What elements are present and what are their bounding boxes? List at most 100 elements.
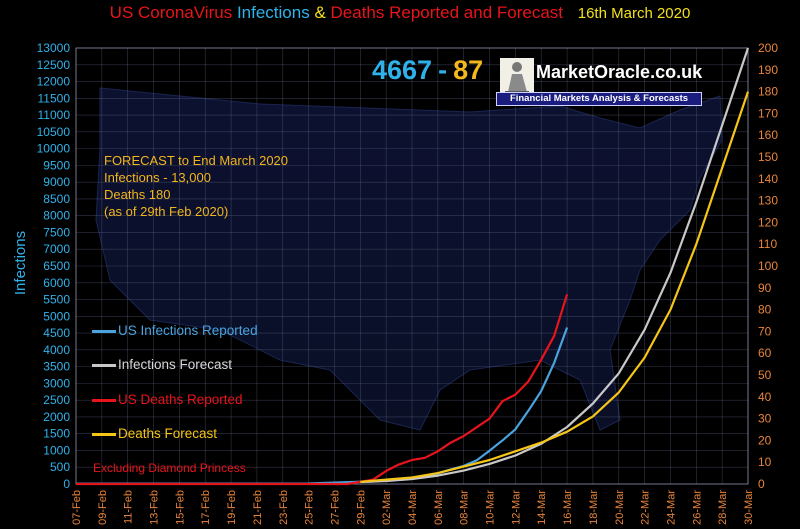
infections-count: 4667 [372,55,433,85]
y-tick-label: 13000 [37,41,71,55]
grid-lines [75,47,749,485]
title-infections: Infections [236,3,310,22]
case-counter: 4667-87 [372,55,483,86]
x-tick-label: 28-Mar [717,490,729,525]
y-tick-label: 5000 [43,309,70,323]
x-tick-label: 24-Mar [665,490,677,525]
y-tick-label: 8500 [43,192,70,206]
chart-title: US CoronaVirus Infections & Deaths Repor… [0,3,800,23]
y2-tick-label: 60 [758,346,772,360]
us-map-silhouette [95,87,723,431]
y-tick-label: 12000 [37,75,71,89]
forecast-line3: Deaths 180 [104,187,171,202]
x-tick-label: 11-Feb [123,490,135,524]
y-tick-label: 2500 [43,393,70,407]
left-axis: 0 500 1000 1500 2000 2500 3000 3500 4000 4500 5000… [37,41,71,491]
title-ampersand: & [314,3,326,22]
y-tick-label: 3000 [43,376,70,390]
y-tick-label: 0 [63,477,70,491]
legend-label: US Infections Reported [118,323,258,338]
plot-border [75,47,749,485]
forecast-box: FORECAST to End March 2020 Infections - … [104,152,288,220]
title-deaths: Deaths [330,3,385,22]
legend-item-deaths-forecast: Deaths Forecast [92,426,217,441]
y2-tick-label: 10 [758,455,772,469]
brand-name: MarketOracle.co.uk [536,62,703,82]
x-tick-label: 16-Mar [562,490,574,525]
y-tick-label: 4000 [43,343,70,357]
x-tick-label: 02-Mar [381,490,393,525]
y2-tick-label: 120 [758,215,778,229]
x-tick-label: 27-Feb [329,490,341,525]
forecast-line4: (as of 29th Feb 2020) [104,204,229,219]
y-tick-label: 6000 [43,276,70,290]
brand-tagline: Financial Markets Analysis & Forecasts [496,92,702,106]
y-tick-label: 9000 [43,175,70,189]
x-tick-label: 04-Mar [407,490,419,525]
x-tick-label: 15-Feb [174,490,186,525]
legend-item-inf-reported: US Infections Reported [92,323,258,338]
y2-tick-label: 130 [758,194,778,208]
series-line [360,47,750,484]
x-tick-label: 09-Feb [97,490,109,525]
series-line [76,293,569,486]
x-tick-label: 23-Feb [278,490,290,525]
legend-label: US Deaths Reported [118,392,243,407]
y-tick-label: 10500 [37,125,71,139]
y2-tick-label: 110 [758,237,777,251]
y2-tick-label: 40 [758,390,772,404]
y-tick-label: 1000 [43,443,70,457]
x-tick-label: 25-Feb [304,490,316,525]
legend-swatch [92,363,116,367]
x-tick-label: 21-Feb [252,490,264,525]
y2-tick-label: 0 [758,477,765,491]
y2-tick-label: 70 [758,324,772,338]
legend-item-inf-forecast: Infections Forecast [92,357,232,372]
y-tick-label: 3500 [43,360,70,374]
deaths-count: 87 [453,55,484,85]
legend-label: Deaths Forecast [118,426,218,441]
y-axis-label: Infections [12,230,29,296]
y-tick-label: 4500 [43,326,70,340]
y-tick-label: 10000 [37,142,71,156]
legend-label: Infections Forecast [118,357,233,372]
y-tick-label: 500 [50,460,70,474]
y2-tick-label: 30 [758,412,772,426]
y2-tick-label: 160 [758,128,778,142]
x-tick-label: 12-Mar [510,490,522,525]
y2-tick-label: 190 [758,63,778,77]
series-lines [75,47,750,486]
counter-separator: - [438,55,448,85]
x-tick-label: 07-Feb [71,490,83,525]
y2-tick-label: 80 [758,303,772,317]
series-line [360,91,750,483]
y-tick-label: 2000 [43,410,70,424]
x-tick-label: 30-Mar [743,490,755,525]
x-tick-label: 10-Mar [485,490,497,525]
y2-tick-label: 140 [758,172,778,186]
y-tick-label: 11000 [38,108,71,122]
y-tick-label: 9500 [43,158,70,172]
y2-tick-label: 50 [758,368,772,382]
y-tick-label: 8000 [43,209,70,223]
x-tick-label: 13-Feb [149,490,161,525]
y-tick-label: 6500 [43,259,70,273]
y-tick-label: 5500 [43,293,70,307]
x-tick-label: 06-Mar [433,490,445,525]
x-axis: 07-Feb 09-Feb 11-Feb 13-Feb 15-Feb 17-Feb 19-F… [71,490,755,525]
y2-tick-label: 150 [758,150,778,164]
title-date: 16th March 2020 [577,5,691,22]
x-tick-label: 19-Feb [226,490,238,525]
y2-tick-label: 170 [758,106,778,120]
title-part1: US CoronaVirus [109,3,233,22]
title-part2: Reported and Forecast [389,3,564,22]
y-tick-label: 7000 [43,242,70,256]
y2-tick-label: 100 [758,259,778,273]
y-tick-label: 12500 [37,58,71,72]
x-tick-label: 26-Mar [691,490,703,525]
y2-tick-label: 90 [758,281,772,295]
x-tick-label: 29-Feb [355,490,367,525]
y-tick-label: 7500 [43,225,70,239]
